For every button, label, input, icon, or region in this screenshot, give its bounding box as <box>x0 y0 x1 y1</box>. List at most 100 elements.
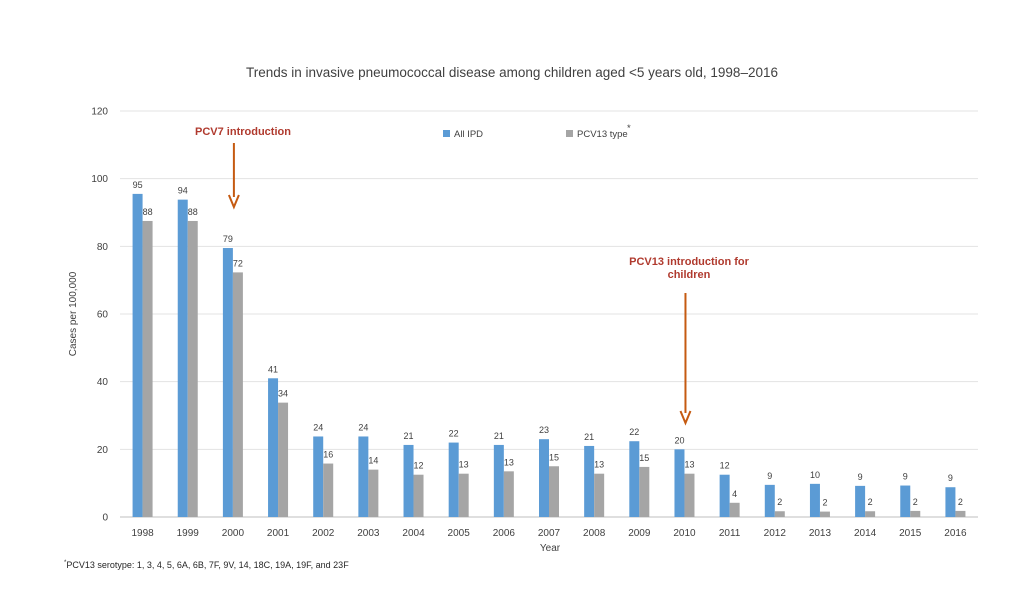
annotation-text: children <box>668 269 711 281</box>
bar-all-ipd <box>403 444 414 517</box>
bar-all-ipd <box>313 436 324 517</box>
footnote: *PCV13 serotype: 1, 3, 4, 5, 6A, 6B, 7F,… <box>64 560 349 570</box>
bar-pcv13-type <box>142 220 153 518</box>
bar-pcv13-type <box>865 511 876 517</box>
x-tick-label: 1999 <box>177 528 200 539</box>
data-label: 2 <box>913 497 918 507</box>
data-label: 16 <box>323 450 333 460</box>
data-label: 10 <box>810 470 820 480</box>
x-tick-label: 2011 <box>719 528 741 539</box>
data-label: 9 <box>903 472 908 482</box>
bar-all-ipd <box>493 444 504 517</box>
x-tick-label: 1998 <box>131 528 154 539</box>
legend-swatch <box>566 130 573 137</box>
data-label: 21 <box>494 431 504 441</box>
bar-all-ipd <box>719 474 730 517</box>
bar-all-ipd <box>674 449 685 517</box>
annotation-text: PCV7 introduction <box>195 126 291 138</box>
data-label: 22 <box>449 429 459 439</box>
bar-pcv13-type <box>910 510 921 517</box>
bar-pcv13-type <box>729 502 740 517</box>
x-tick-label: 2003 <box>357 528 380 539</box>
bar-pcv13-type <box>278 402 289 517</box>
data-label: 2 <box>958 497 963 507</box>
data-label: 2 <box>822 498 827 508</box>
y-tick-label: 40 <box>97 377 109 388</box>
data-label: 12 <box>414 461 424 471</box>
y-tick-label: 80 <box>97 242 109 253</box>
data-label: 4 <box>732 489 737 499</box>
bar-all-ipd <box>629 441 640 517</box>
data-label: 79 <box>223 234 233 244</box>
bar-pcv13-type <box>594 473 605 517</box>
data-label: 15 <box>639 453 649 463</box>
x-tick-label: 2013 <box>809 528 832 539</box>
x-tick-label: 2000 <box>222 528 245 539</box>
bar-all-ipd <box>268 378 279 517</box>
x-tick-label: 2015 <box>899 528 922 539</box>
bar-all-ipd <box>177 199 188 518</box>
bar-pcv13-type <box>955 510 966 517</box>
data-label: 94 <box>178 186 188 196</box>
bar-all-ipd <box>855 485 866 517</box>
bar-all-ipd <box>448 442 459 517</box>
bar-pcv13-type <box>232 272 243 517</box>
bar-pcv13-type <box>684 473 695 517</box>
y-tick-label: 0 <box>102 513 108 524</box>
bar-pcv13-type <box>503 471 514 517</box>
data-label: 9 <box>858 472 863 482</box>
legend-marker: * <box>627 123 631 134</box>
legend-label: PCV13 type <box>577 129 628 140</box>
data-label: 21 <box>584 432 594 442</box>
x-axis-title: Year <box>540 543 561 554</box>
data-label: 41 <box>268 364 278 374</box>
data-label: 9 <box>767 471 772 481</box>
bar-pcv13-type <box>187 220 198 518</box>
footnote-text: PCV13 serotype: 1, 3, 4, 5, 6A, 6B, 7F, … <box>66 560 349 570</box>
annotation-arrow-head <box>227 194 240 210</box>
legend: All IPD PCV13 type* <box>443 123 631 140</box>
bar-pcv13-type <box>458 473 469 517</box>
bar-all-ipd <box>764 484 775 517</box>
bar-pcv13-type <box>368 469 379 517</box>
legend-label: All IPD <box>454 129 483 140</box>
bars: 9588948879724134241624142112221321132315… <box>133 180 966 518</box>
data-label: 24 <box>313 422 323 432</box>
x-tick-label: 2016 <box>944 528 967 539</box>
data-label: 24 <box>358 422 368 432</box>
bar-all-ipd <box>945 487 956 517</box>
x-tick-label: 2010 <box>673 528 696 539</box>
x-tick-label: 2006 <box>493 528 516 539</box>
bar-all-ipd <box>584 445 595 517</box>
bar-pcv13-type <box>639 466 650 517</box>
bar-all-ipd <box>539 439 549 517</box>
x-axis-ticks: 1998 1999 2000 2001 2002 2003 2004 2005 2006 2007… <box>131 528 967 539</box>
y-axis-ticks: 0 20 40 60 80 100 120 <box>91 107 108 524</box>
annotation-text: PCV13 introduction for <box>629 256 750 268</box>
y-axis-title: Cases per 100,000 <box>68 271 79 356</box>
bar-pcv13-type <box>819 511 830 517</box>
footnote-marker: * <box>64 560 67 566</box>
x-tick-label: 2008 <box>583 528 606 539</box>
y-tick-label: 100 <box>91 174 108 185</box>
x-tick-label: 2002 <box>312 528 335 539</box>
bar-all-ipd <box>900 485 911 517</box>
y-tick-label: 20 <box>97 445 109 456</box>
data-label: 13 <box>459 460 469 470</box>
data-label: 13 <box>684 460 694 470</box>
data-label: 9 <box>948 473 953 483</box>
data-label: 13 <box>504 457 514 467</box>
data-label: 72 <box>233 258 243 268</box>
x-tick-label: 2004 <box>402 528 425 539</box>
x-tick-label: 2009 <box>628 528 651 539</box>
y-tick-label: 60 <box>97 310 109 321</box>
bar-pcv13-type <box>323 463 334 517</box>
y-tick-label: 120 <box>91 107 108 118</box>
legend-swatch <box>443 130 450 137</box>
data-label: 88 <box>143 207 153 217</box>
data-label: 88 <box>188 207 198 217</box>
data-label: 22 <box>629 427 639 437</box>
data-label: 14 <box>368 456 378 466</box>
data-label: 20 <box>674 435 684 445</box>
